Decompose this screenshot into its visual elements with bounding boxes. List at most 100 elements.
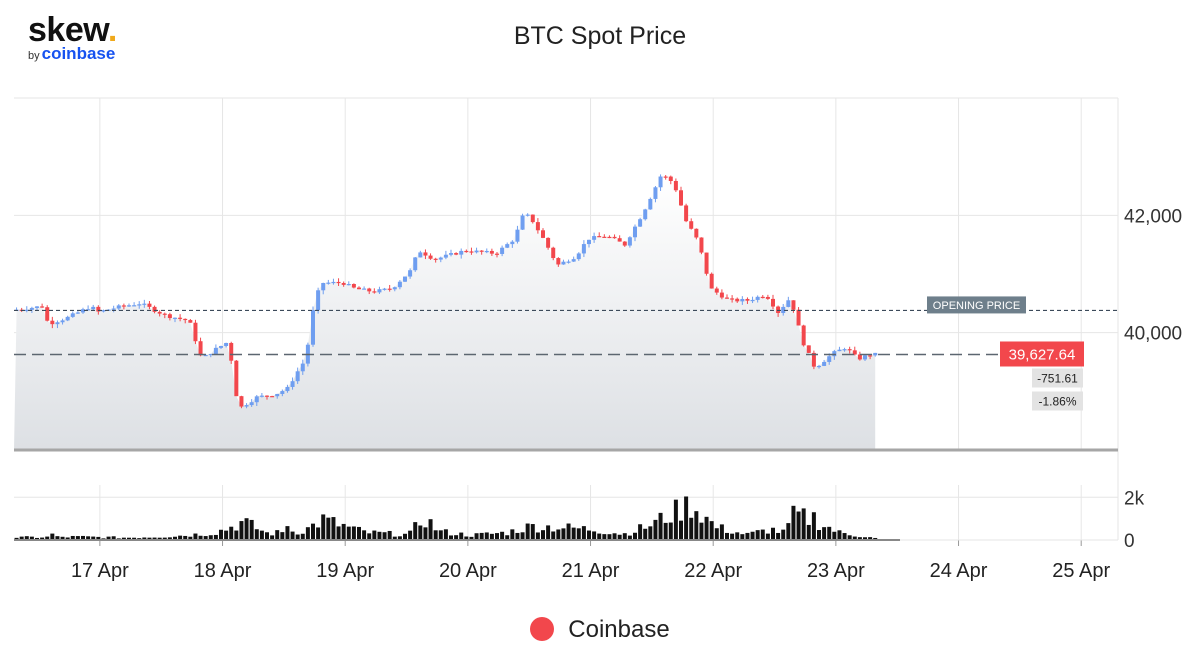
- volume-bar: [750, 531, 755, 540]
- volume-bar: [70, 535, 75, 540]
- volume-bar: [40, 537, 45, 540]
- volume-bar: [198, 535, 203, 540]
- price-area: [14, 176, 1118, 452]
- candle-body: [484, 250, 489, 253]
- volume-bar: [167, 537, 172, 540]
- candle-body: [341, 282, 346, 285]
- volume-bar: [203, 536, 208, 540]
- volume-bar: [551, 531, 556, 540]
- volume-bar: [35, 537, 39, 540]
- volume-bar: [229, 526, 234, 540]
- axis-labels: 17 Apr 18 Apr 19 Apr 20 Apr 21 Apr 22 Apr 23 A…: [71, 206, 1182, 582]
- candle-body: [423, 252, 428, 256]
- candle-body: [714, 288, 719, 293]
- candle-body: [111, 308, 116, 310]
- candle-body: [801, 325, 806, 346]
- volume-bar: [305, 527, 310, 540]
- candle-body: [658, 176, 663, 188]
- volume-bar: [755, 530, 760, 540]
- candle-body: [760, 296, 765, 299]
- volume-bar: [259, 530, 264, 540]
- volume-bar: [382, 532, 387, 540]
- candle-body: [464, 250, 469, 253]
- x-tick-label: 25 Apr: [1052, 560, 1110, 582]
- volume-bar: [469, 536, 474, 540]
- candle-body: [96, 306, 101, 312]
- volume-tick-label: 0: [1124, 531, 1135, 552]
- volume-bar: [474, 533, 479, 540]
- candle-body: [116, 305, 121, 309]
- volume-bar: [530, 524, 535, 540]
- candle-body: [408, 270, 413, 277]
- candle-body: [336, 281, 341, 284]
- candle-body: [515, 229, 520, 242]
- volume-bar: [316, 527, 321, 540]
- volume-bar: [515, 532, 520, 540]
- y-tick-label: 42,000: [1124, 206, 1182, 227]
- candle-body: [469, 251, 474, 253]
- x-tick-label: 17 Apr: [71, 560, 129, 582]
- volume-bar: [326, 517, 331, 540]
- volume-bar: [213, 534, 218, 540]
- candle-body: [213, 347, 218, 354]
- volume-bar: [454, 535, 459, 540]
- candle-body: [719, 292, 724, 298]
- candle-body: [857, 354, 862, 360]
- x-tick-label: 22 Apr: [684, 560, 742, 582]
- candle-body: [418, 252, 423, 258]
- volume-bar: [413, 522, 418, 540]
- candle-body: [730, 298, 735, 300]
- volume-bar: [602, 534, 607, 540]
- opening-price-badge: [927, 296, 1026, 314]
- volume-bar: [331, 517, 336, 540]
- candle-body: [489, 250, 494, 254]
- candle-body: [786, 300, 791, 307]
- volume-bar: [96, 536, 101, 540]
- candle-body: [70, 313, 75, 317]
- candle-body: [725, 297, 729, 299]
- volume-bar: [771, 527, 775, 540]
- candle-body: [837, 349, 842, 352]
- volume-bar: [290, 531, 295, 540]
- volume-bar: [285, 526, 290, 540]
- candle-body: [29, 307, 34, 310]
- legend[interactable]: Coinbase: [0, 616, 1200, 644]
- candle-body: [633, 226, 637, 238]
- volume-bar: [106, 536, 111, 540]
- candle-body: [735, 298, 740, 302]
- volume-bar: [541, 530, 545, 540]
- candle-body: [643, 209, 648, 220]
- candle-body: [362, 288, 367, 290]
- volume-bar: [372, 530, 377, 540]
- candle-body: [101, 310, 106, 312]
- candle-body: [275, 393, 280, 397]
- volume-bar: [367, 533, 372, 540]
- candle-body: [167, 314, 172, 319]
- candle-body: [372, 291, 377, 293]
- volume-bar: [566, 523, 571, 540]
- candle-body: [474, 250, 479, 253]
- candle-body: [198, 341, 203, 356]
- volume-bar: [822, 527, 827, 540]
- volume-bar: [449, 535, 453, 540]
- candle-body: [822, 361, 827, 366]
- volume-bar: [612, 533, 617, 540]
- volume-bar: [219, 529, 223, 540]
- candle-body: [203, 354, 208, 357]
- volume-bar: [561, 528, 566, 540]
- candle-body: [433, 258, 438, 260]
- volume-bar: [546, 525, 551, 540]
- volume-bar: [873, 537, 878, 540]
- candle-body: [234, 360, 239, 397]
- candle-body: [806, 345, 811, 353]
- volume-bar: [484, 532, 489, 540]
- candle-body: [684, 205, 689, 222]
- candle-body: [607, 236, 612, 239]
- candle-body: [326, 282, 331, 284]
- volume-bar: [658, 512, 663, 540]
- candle-body: [224, 342, 229, 347]
- volume-bar: [837, 530, 842, 540]
- candle-body: [40, 306, 45, 308]
- volume-bar: [408, 530, 413, 540]
